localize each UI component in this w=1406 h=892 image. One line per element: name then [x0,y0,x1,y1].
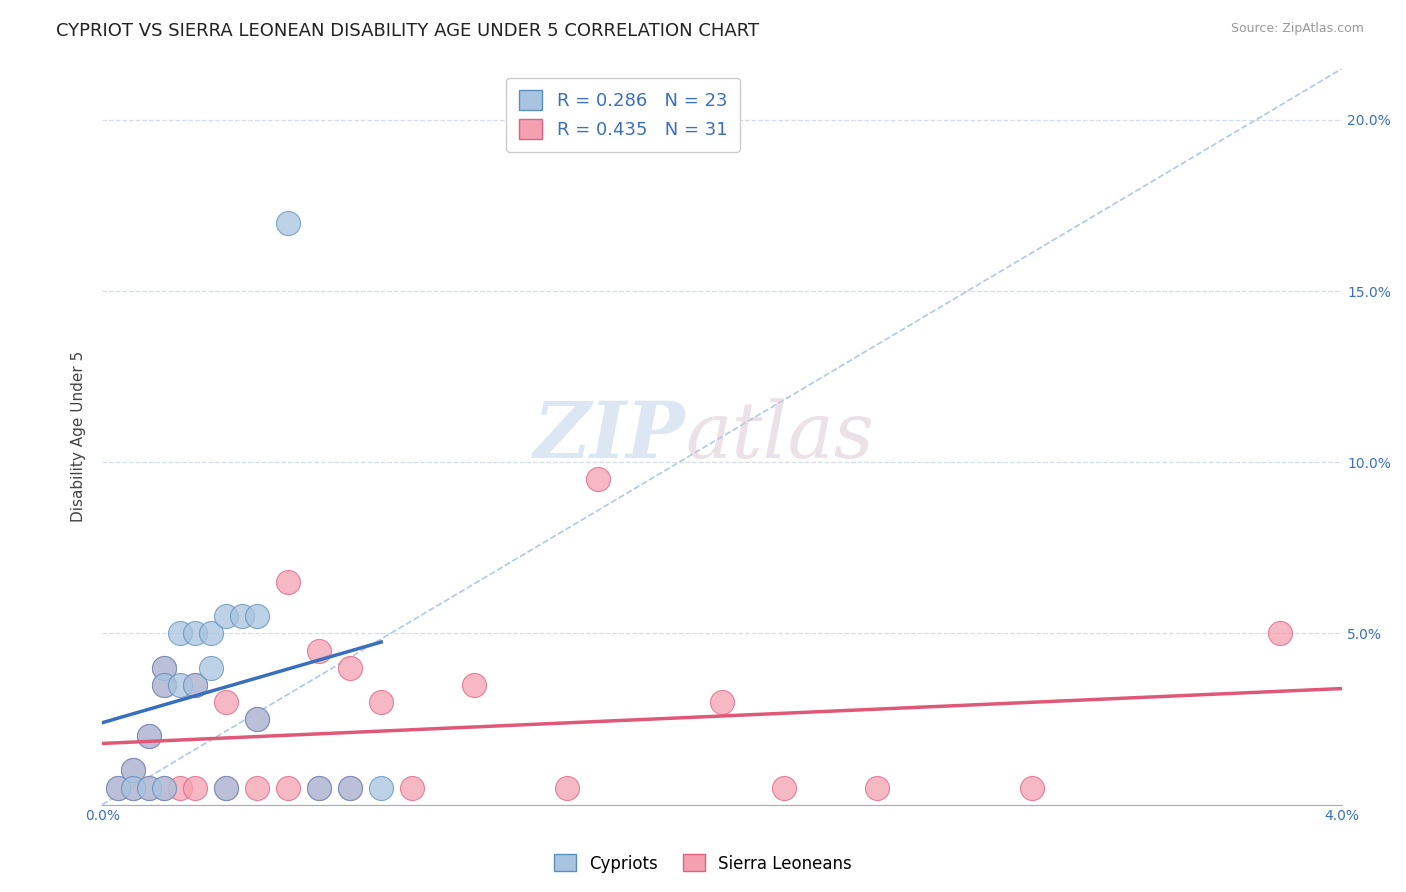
Point [138,780,160,795]
Point [277,216,299,230]
Point [246,609,269,624]
Point [339,780,361,795]
Point [153,780,176,795]
Point [215,609,238,624]
Point [866,780,889,795]
Point [370,695,392,709]
Point [169,678,191,692]
Point [138,729,160,743]
Point [308,780,330,795]
Point [773,780,796,795]
Point [246,712,269,726]
Point [277,780,299,795]
Point [215,695,238,709]
Point [277,575,299,590]
Point [138,780,160,795]
Point [339,661,361,675]
Point [1021,780,1043,795]
Point [169,626,191,640]
Point [138,729,160,743]
Legend: Cypriots, Sierra Leoneans: Cypriots, Sierra Leoneans [547,847,859,880]
Text: CYPRIOT VS SIERRA LEONEAN DISABILITY AGE UNDER 5 CORRELATION CHART: CYPRIOT VS SIERRA LEONEAN DISABILITY AGE… [56,22,759,40]
Point [215,780,238,795]
Point [308,643,330,657]
Point [200,626,222,640]
Text: ZIP: ZIP [533,399,685,475]
Point [401,780,423,795]
Point [153,678,176,692]
Point [122,764,145,778]
Point [122,764,145,778]
Point [246,780,269,795]
Point [555,780,578,795]
Point [463,678,485,692]
Point [122,780,145,795]
Point [153,678,176,692]
Point [184,626,207,640]
Point [586,472,609,486]
Point [107,780,129,795]
Text: Source: ZipAtlas.com: Source: ZipAtlas.com [1230,22,1364,36]
Legend: R = 0.286   N = 23, R = 0.435   N = 31: R = 0.286 N = 23, R = 0.435 N = 31 [506,78,740,152]
Point [711,695,734,709]
Point [169,780,191,795]
Y-axis label: Disability Age Under 5: Disability Age Under 5 [72,351,86,522]
Point [184,678,207,692]
Point [339,780,361,795]
Point [153,661,176,675]
Point [246,712,269,726]
Point [122,780,145,795]
Point [153,661,176,675]
Point [370,780,392,795]
Point [1270,626,1292,640]
Point [308,780,330,795]
Point [200,661,222,675]
Point [215,780,238,795]
Point [184,678,207,692]
Point [153,780,176,795]
Point [184,780,207,795]
Point [231,609,253,624]
Text: atlas: atlas [685,399,873,475]
Point [107,780,129,795]
